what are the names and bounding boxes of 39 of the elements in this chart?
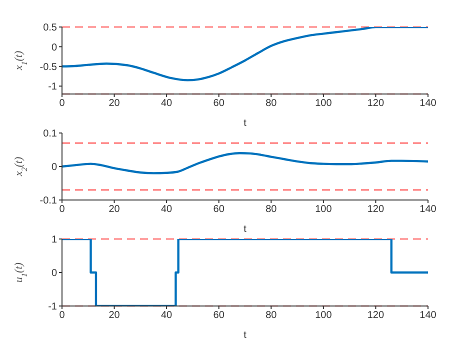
y-tick-label: -1 [48,82,58,93]
x-tick-label: 40 [161,310,173,322]
y-tick-label: 0 [51,42,58,54]
x-tick-label: 0 [59,204,66,216]
x-axis-title: t [244,118,247,129]
x-tick-label: 120 [367,204,384,216]
x-tick-label: 100 [315,98,332,110]
x-tick-label: 60 [213,310,225,322]
x-tick-label: 140 [420,98,437,110]
y-tick-label: 0.5 [43,22,58,34]
y-tick-label: -0.1 [40,196,58,207]
x-tick-label: 40 [161,204,173,216]
x-axis-title: t [244,224,247,235]
x-tick-label: 60 [213,98,225,110]
x-tick-label: 0 [59,98,66,110]
x-tick-label: 80 [266,98,278,110]
x-tick-label: 80 [266,204,278,216]
x-tick-label: 40 [161,98,173,110]
y-tick-label: -0.5 [40,62,58,73]
y-tick-label: 0.1 [43,128,58,140]
x-tick-label: 100 [315,204,332,216]
y-tick-label: -1 [48,302,58,313]
x-tick-label: 140 [420,310,437,322]
y-tick-label: 1 [51,234,58,246]
x-tick-label: 20 [108,310,120,322]
x-tick-label: 80 [266,310,278,322]
x-tick-label: 120 [367,98,384,110]
x-tick-label: 120 [367,310,384,322]
x-axis-title: t [244,330,247,341]
x-tick-label: 0 [59,310,66,322]
x-tick-label: 60 [213,204,225,216]
y-tick-label: 0 [51,268,58,280]
x-tick-label: 20 [108,98,120,110]
y-tick-label: 0 [51,162,58,174]
line-series [62,27,428,82]
line-series [62,152,428,174]
x-tick-label: 100 [315,310,332,322]
x-tick-label: 20 [108,204,120,216]
x-tick-label: 140 [420,204,437,216]
